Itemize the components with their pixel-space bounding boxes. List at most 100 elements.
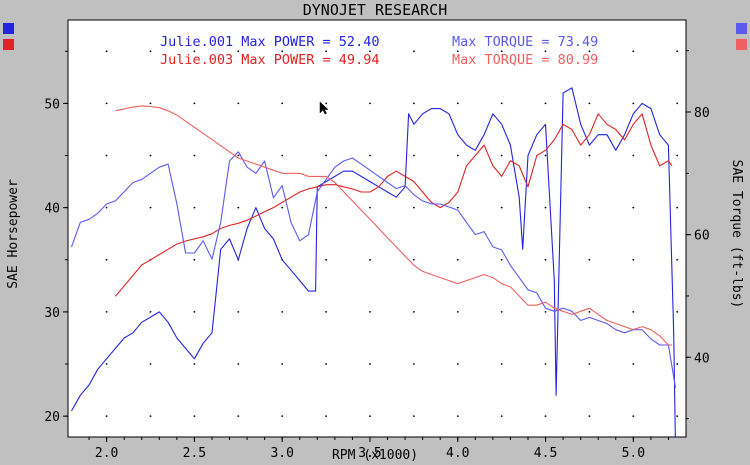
- grid-dot: [500, 154, 503, 157]
- grid-dot: [456, 206, 459, 209]
- grid-dot: [676, 311, 679, 313]
- grid-dot: [500, 206, 503, 209]
- grid-dot: [149, 206, 152, 209]
- grid-dot: [369, 154, 371, 157]
- grid-dot: [500, 258, 503, 261]
- grid-dot: [588, 50, 591, 53]
- x-tick-label: 3.0: [270, 446, 293, 461]
- grid-dot: [281, 206, 284, 209]
- grid-dot: [632, 415, 635, 417]
- grid-dot: [105, 154, 108, 157]
- grid-dot: [413, 102, 415, 105]
- grid-dot: [369, 102, 371, 105]
- grid-dot: [413, 311, 415, 313]
- grid-dot: [325, 50, 327, 53]
- grid-dot: [676, 258, 679, 261]
- grid-dot: [105, 363, 108, 365]
- grid-dot: [325, 311, 327, 313]
- grid-dot: [632, 154, 635, 157]
- swatch-right-red: [736, 39, 747, 50]
- grid-dot: [369, 206, 371, 209]
- x-tick-label: 4.5: [534, 446, 557, 461]
- grid-dot: [237, 154, 240, 157]
- grid-dot: [676, 363, 679, 365]
- x-tick-label: 4.0: [446, 446, 469, 461]
- grid-dot: [149, 154, 152, 157]
- x-tick-label: 2.5: [183, 446, 206, 461]
- grid-dot: [456, 363, 459, 365]
- grid-dot: [149, 363, 152, 365]
- grid-dot: [544, 154, 547, 157]
- y-left-tick-label: 40: [44, 202, 60, 217]
- grid-dot: [281, 363, 284, 365]
- grid-dot: [237, 363, 240, 365]
- series-torque-julie003: [115, 105, 672, 346]
- grid-dot: [676, 50, 679, 53]
- grid-dot: [325, 258, 327, 261]
- grid-dot: [588, 206, 591, 209]
- y-left-tick-label: 50: [44, 97, 60, 112]
- grid-dots: [105, 50, 679, 417]
- grid-dot: [325, 154, 327, 157]
- grid-dot: [544, 50, 547, 53]
- grid-dot: [413, 258, 415, 261]
- grid-dot: [105, 102, 108, 105]
- grid-dot: [500, 363, 503, 365]
- x-tick-label: 2.0: [95, 446, 118, 461]
- grid-dot: [632, 102, 635, 105]
- grid-dot: [281, 102, 284, 105]
- grid-dot: [588, 154, 591, 157]
- plot-area: [67, 19, 687, 438]
- grid-dot: [193, 415, 196, 417]
- grid-dot: [149, 50, 152, 53]
- grid-dot: [500, 415, 503, 417]
- grid-dot: [193, 363, 196, 365]
- y-left-tick-label: 30: [44, 306, 60, 321]
- x-axis-label: RPM (x1000): [332, 448, 418, 463]
- grid-dot: [149, 311, 152, 313]
- y-right-tick-label: 60: [694, 229, 710, 244]
- grid-dot: [281, 415, 284, 417]
- grid-dot: [105, 415, 108, 417]
- y-axis-left-label: SAE Horsepower: [6, 179, 21, 289]
- legend-torque-julie001: Max TORQUE = 73.49: [452, 34, 598, 50]
- grid-dot: [237, 206, 240, 209]
- grid-dot: [281, 154, 284, 157]
- grid-dot: [544, 258, 547, 261]
- grid-dot: [456, 311, 459, 313]
- legend-power-julie003: Julie.003 Max POWER = 49.94: [160, 52, 379, 68]
- series-layer: [70, 87, 677, 437]
- series-power-julie001: [71, 87, 676, 437]
- swatch-left-blue: [3, 23, 14, 34]
- grid-dot: [193, 258, 196, 261]
- grid-dot: [544, 415, 547, 417]
- grid-dot: [237, 311, 240, 313]
- grid-dot: [544, 363, 547, 365]
- grid-dot: [369, 258, 371, 261]
- grid-dot: [369, 415, 371, 417]
- grid-dot: [105, 50, 108, 53]
- grid-dot: [500, 102, 503, 105]
- grid-dot: [588, 415, 591, 417]
- series-torque-julie001: [70, 151, 677, 388]
- grid-dot: [632, 363, 635, 365]
- grid-dot: [456, 102, 459, 105]
- grid-dot: [544, 102, 547, 105]
- grid-dot: [325, 363, 327, 365]
- grid-dot: [676, 206, 679, 209]
- y-right-tick-label: 80: [694, 106, 710, 121]
- grid-dot: [676, 154, 679, 157]
- grid-dot: [544, 206, 547, 209]
- grid-dot: [588, 102, 591, 105]
- grid-dot: [237, 415, 240, 417]
- grid-dot: [105, 258, 108, 261]
- swatch-right-blue: [736, 23, 747, 34]
- grid-dot: [149, 102, 152, 105]
- grid-dot: [413, 154, 415, 157]
- grid-dot: [676, 415, 679, 417]
- grid-dot: [369, 363, 371, 365]
- grid-dot: [456, 415, 459, 417]
- grid-dot: [105, 311, 108, 313]
- grid-dot: [632, 258, 635, 261]
